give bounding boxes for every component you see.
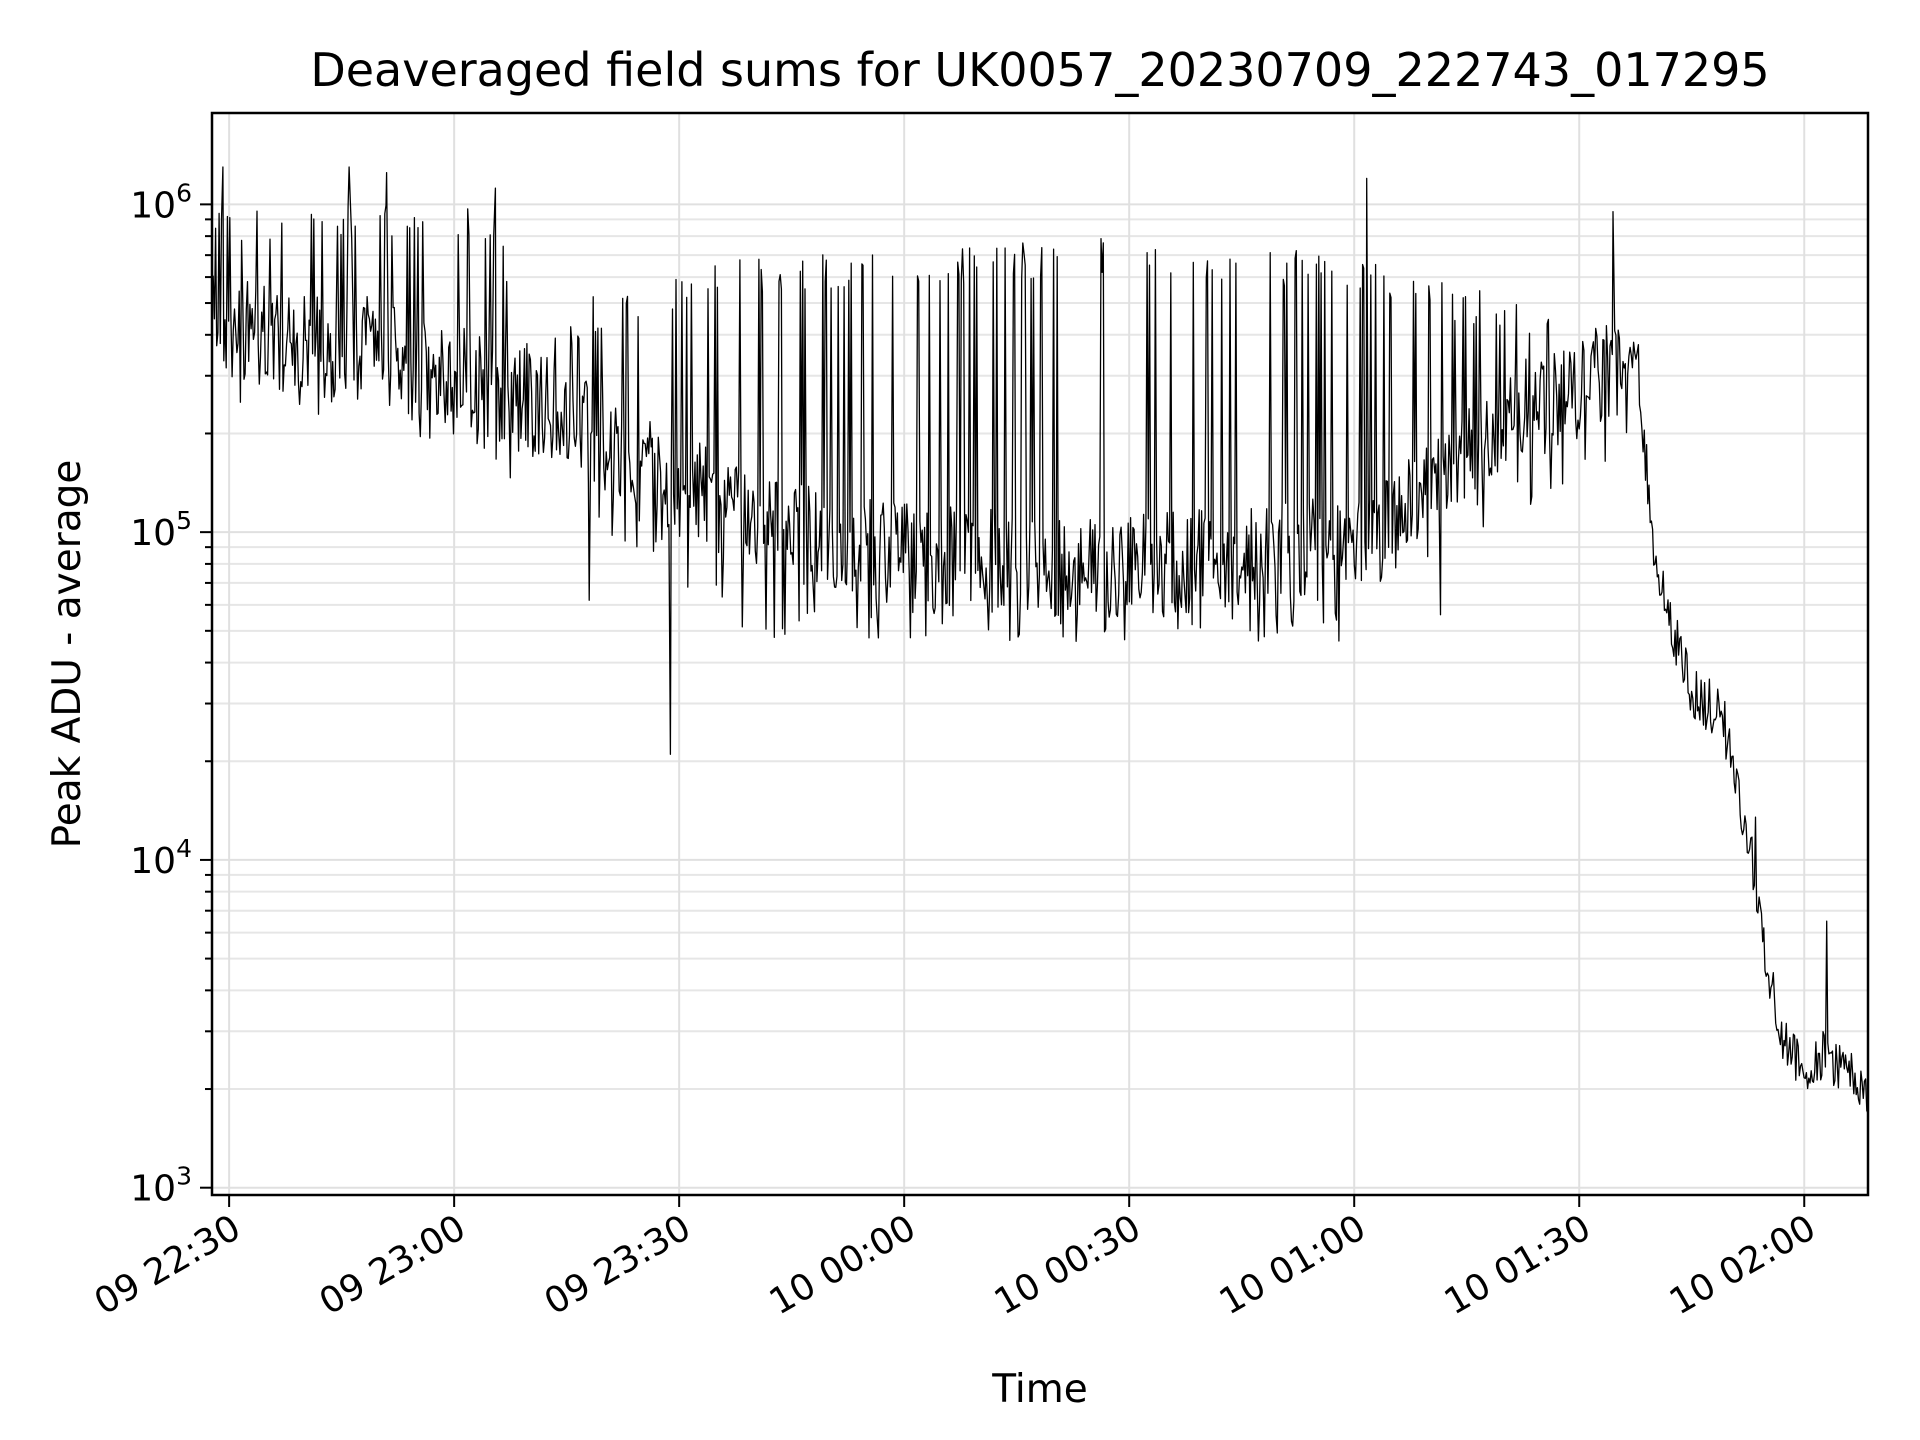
y-tick-label: 106 <box>130 178 192 226</box>
x-axis-label: Time <box>991 1367 1087 1412</box>
y-tick-label: 105 <box>130 506 192 554</box>
y-tick-label: 104 <box>130 834 192 882</box>
series-line <box>212 166 1868 1114</box>
plot-area <box>212 166 1868 1114</box>
chart-title: Deaveraged field sums for UK0057_2023070… <box>310 43 1769 97</box>
y-axis-label: Peak ADU - average <box>45 460 90 849</box>
plot-frame <box>210 111 1870 1197</box>
y-tick-label: 103 <box>130 1162 192 1210</box>
